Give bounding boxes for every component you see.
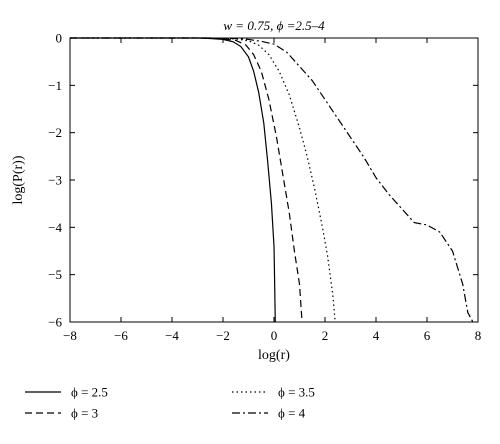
y-tick-label: 0 bbox=[56, 31, 63, 46]
series-line-3 bbox=[70, 37, 336, 323]
legend-label-4: ϕ = 4 bbox=[278, 406, 306, 421]
legend-label-3: ϕ = 3.5 bbox=[278, 385, 315, 400]
x-tick-label: −6 bbox=[114, 328, 128, 343]
x-tick-label: −4 bbox=[165, 328, 179, 343]
x-tick-label: −8 bbox=[63, 328, 77, 343]
chart-title: w = 0.75, ϕ =2.5–4 bbox=[223, 18, 325, 33]
y-tick-label: −2 bbox=[48, 125, 62, 140]
series-line-2 bbox=[70, 37, 303, 323]
legend-label-2: ϕ = 3 bbox=[71, 406, 98, 421]
legend: ϕ = 2.5 ϕ = 3 ϕ = 3.5 ϕ = 4 bbox=[25, 385, 315, 421]
legend-label-1: ϕ = 2.5 bbox=[71, 385, 108, 400]
x-axis: −8 −6 −4 −2 0 2 4 6 8 bbox=[63, 38, 481, 343]
series-line-4 bbox=[70, 37, 474, 323]
x-tick-label: 0 bbox=[271, 328, 278, 343]
x-tick-label: −2 bbox=[216, 328, 230, 343]
y-tick-label: −1 bbox=[48, 78, 62, 93]
y-tick-label: −6 bbox=[48, 315, 62, 330]
x-tick-label: 4 bbox=[373, 328, 380, 343]
y-axis-title: log(P(r)) bbox=[11, 155, 26, 204]
x-axis-title: log(r) bbox=[258, 348, 290, 363]
x-tick-label: 8 bbox=[475, 328, 482, 343]
series-layer bbox=[70, 37, 474, 323]
y-axis: 0 −1 −2 −3 −4 −5 −6 bbox=[48, 31, 478, 330]
y-tick-label: −4 bbox=[48, 220, 62, 235]
y-tick-label: −5 bbox=[48, 267, 62, 282]
x-tick-label: 6 bbox=[424, 328, 431, 343]
x-tick-label: 2 bbox=[322, 328, 329, 343]
y-tick-label: −3 bbox=[48, 173, 62, 188]
series-line-1 bbox=[70, 37, 276, 323]
